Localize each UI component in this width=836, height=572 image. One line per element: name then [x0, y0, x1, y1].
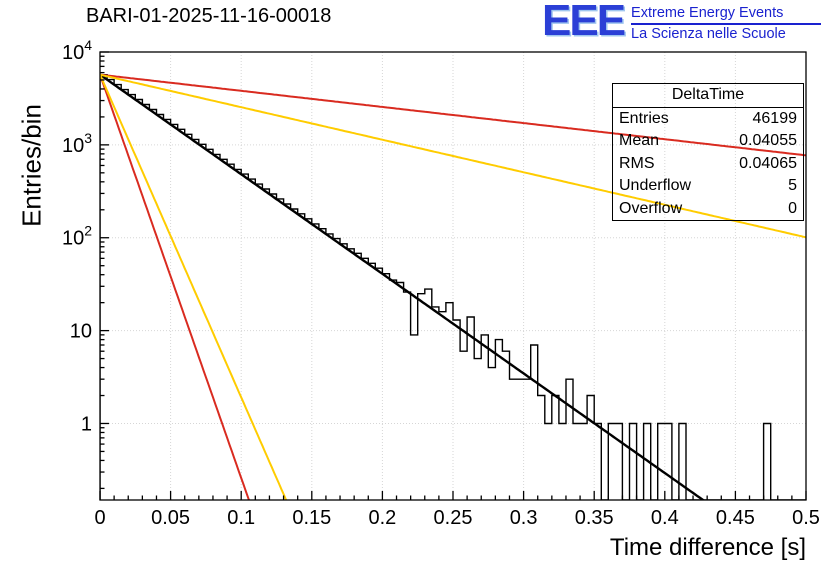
- svg-text:0.2: 0.2: [368, 507, 396, 529]
- svg-text:0.5: 0.5: [792, 507, 820, 529]
- stats-label: Underflow: [619, 177, 692, 195]
- y-axis-title: Entries/bin: [16, 104, 47, 227]
- stats-row-entries: Entries 46199: [613, 108, 803, 130]
- axis-ticks: [99, 51, 807, 500]
- red-shallow-line: [100, 73, 806, 157]
- stats-label: Mean: [619, 132, 660, 150]
- stats-label: Overflow: [619, 199, 683, 217]
- eee-logo-line1: Extreme Energy Events: [631, 5, 784, 21]
- svg-text:0: 0: [94, 507, 105, 529]
- svg-text:0.1: 0.1: [227, 507, 255, 529]
- eee-logo-line2: La Scienza nelle Scuole: [631, 26, 786, 43]
- svg-text:0.05: 0.05: [151, 507, 190, 529]
- black-exponential-fit: [100, 73, 706, 500]
- eee-logo-divider: [631, 23, 822, 26]
- stats-value: 0.04065: [739, 154, 797, 172]
- yellow-steep-line: [100, 74, 288, 500]
- stats-row-underflow: Underflow 5: [613, 175, 803, 197]
- stats-value: 0.04055: [739, 132, 797, 150]
- stats-label: RMS: [619, 154, 655, 172]
- eee-logo-caption: Extreme Energy Events La Scienza nelle S…: [631, 3, 822, 44]
- stats-row-mean: Mean 0.04055: [613, 130, 803, 152]
- svg-text:102: 102: [62, 223, 92, 250]
- svg-text:0.15: 0.15: [292, 507, 331, 529]
- svg-text:104: 104: [62, 37, 92, 64]
- plot-title: BARI-01-2025-11-16-00018: [86, 5, 332, 27]
- svg-text:0.3: 0.3: [510, 507, 538, 529]
- stats-value: 5: [788, 177, 797, 195]
- histogram-deltatime: [100, 74, 806, 500]
- stats-box: DeltaTime Entries 46199 Mean 0.04055 RMS…: [612, 83, 804, 222]
- stats-box-title: DeltaTime: [613, 84, 803, 108]
- x-axis-title: Time difference [s]: [609, 534, 806, 561]
- stats-label: Entries: [619, 110, 669, 127]
- svg-text:0.4: 0.4: [651, 507, 679, 529]
- svg-text:0.25: 0.25: [434, 507, 473, 529]
- stats-row-overflow: Overflow 0: [613, 198, 803, 220]
- svg-text:0.35: 0.35: [575, 507, 614, 529]
- stats-row-rms: RMS 0.04065: [613, 153, 803, 175]
- x-tick-labels: 0 0.05 0.1 0.15 0.2 0.25 0.3 0.35 0.4 0.45 0.5: [94, 507, 819, 529]
- svg-text:10: 10: [70, 321, 92, 343]
- stats-value: 0: [788, 199, 797, 217]
- eee-logo-letters: EEE: [542, 0, 626, 45]
- svg-text:1: 1: [81, 413, 92, 435]
- gridlines: [100, 52, 806, 500]
- y-tick-labels: 1 10 102 103 104: [62, 37, 92, 435]
- stats-value: 46199: [752, 110, 798, 127]
- red-steep-line: [100, 74, 250, 500]
- svg-text:103: 103: [62, 130, 92, 157]
- yellow-shallow-line: [100, 73, 806, 239]
- svg-text:0.45: 0.45: [716, 507, 755, 529]
- eee-logo: EEE Extreme Energy Events La Scienza nel…: [542, 0, 822, 45]
